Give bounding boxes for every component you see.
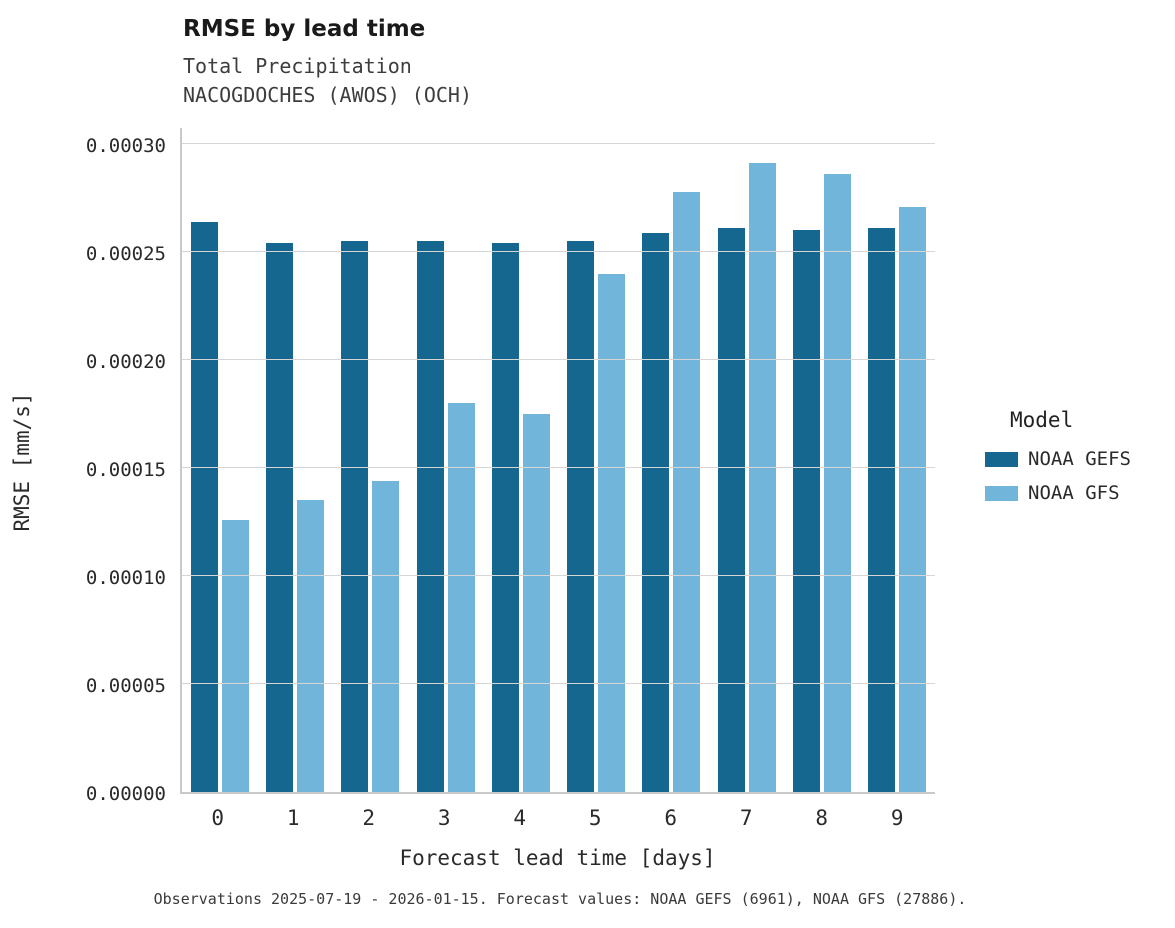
legend-title: Model <box>1010 408 1074 432</box>
legend: Model NOAA GEFS NOAA GFS <box>985 408 1170 516</box>
bar-noaa-gefs-lead-3 <box>416 241 444 792</box>
chart-title: RMSE by lead time <box>183 16 426 42</box>
gridline <box>182 359 935 360</box>
bar-noaa-gefs-lead-1 <box>265 243 293 792</box>
chart-subtitle-variable: Total Precipitation <box>183 54 412 78</box>
bar-group-lead-9 <box>860 128 935 792</box>
bar-noaa-gefs-lead-4 <box>491 243 519 792</box>
legend-item-noaa-gfs: NOAA GFS <box>985 482 1170 504</box>
bar-noaa-gefs-lead-5 <box>567 241 595 792</box>
bar-noaa-gfs-lead-8 <box>824 174 852 792</box>
bar-group-lead-3 <box>408 128 483 792</box>
chart-header: RMSE by lead time Total Precipitation NA… <box>183 16 472 110</box>
gridline <box>182 467 935 468</box>
bar-noaa-gfs-lead-2 <box>372 480 400 792</box>
bar-group-lead-2 <box>333 128 408 792</box>
chart-subtitle-station: NACOGDOCHES (AWOS) (OCH) <box>183 83 472 107</box>
bar-noaa-gefs-lead-7 <box>717 228 745 792</box>
x-axis-tick-labels: 0 1 2 3 4 5 6 7 8 9 <box>180 806 935 830</box>
x-tick-label: 9 <box>890 806 904 830</box>
x-tick-label: 6 <box>664 806 678 830</box>
bar-group-lead-8 <box>784 128 859 792</box>
bar-noaa-gefs-lead-2 <box>341 241 369 792</box>
legend-swatch <box>985 485 1018 501</box>
x-tick-label: 1 <box>286 806 300 830</box>
bar-noaa-gfs-lead-0 <box>221 519 249 792</box>
bar-noaa-gefs-lead-0 <box>190 221 218 792</box>
bar-noaa-gfs-lead-1 <box>296 500 324 792</box>
bar-noaa-gefs-lead-6 <box>642 232 670 792</box>
bar-noaa-gfs-lead-4 <box>522 414 550 792</box>
bar-group-lead-7 <box>709 128 784 792</box>
x-tick-label: 4 <box>513 806 527 830</box>
bar-group-lead-4 <box>483 128 558 792</box>
x-tick-label: 5 <box>588 806 602 830</box>
x-tick-label: 2 <box>362 806 376 830</box>
y-tick-label: 0.00000 <box>85 783 166 805</box>
bar-noaa-gfs-lead-5 <box>598 273 626 792</box>
y-tick-label: 0.00005 <box>85 675 166 697</box>
y-axis-tick-labels: 0.00000 0.00005 0.00010 0.00015 0.00020 0.000… <box>0 128 166 805</box>
bar-noaa-gfs-lead-3 <box>447 403 475 792</box>
legend-swatch <box>985 451 1018 467</box>
plot-area <box>180 128 935 794</box>
bar-noaa-gefs-lead-9 <box>868 228 896 792</box>
x-tick-label: 0 <box>211 806 225 830</box>
bar-groups <box>182 128 935 792</box>
legend-item-noaa-gefs: NOAA GEFS <box>985 448 1170 470</box>
y-tick-label: 0.00025 <box>85 243 166 265</box>
bar-group-lead-0 <box>182 128 257 792</box>
x-axis-label: Forecast lead time [days] <box>399 846 716 870</box>
bar-noaa-gfs-lead-7 <box>748 163 776 792</box>
bar-noaa-gfs-lead-6 <box>673 191 701 792</box>
x-tick-label: 3 <box>437 806 451 830</box>
legend-label: NOAA GEFS <box>1028 448 1131 470</box>
footnote-caption: Observations 2025-07-19 - 2026-01-15. Fo… <box>153 890 967 908</box>
y-tick-label: 0.00010 <box>85 567 166 589</box>
y-tick-label: 0.00020 <box>85 351 166 373</box>
bar-group-lead-6 <box>634 128 709 792</box>
gridline <box>182 683 935 684</box>
y-tick-label: 0.00030 <box>85 135 166 157</box>
y-tick-label: 0.00015 <box>85 459 166 481</box>
gridline <box>182 575 935 576</box>
gridline <box>182 143 935 144</box>
bar-group-lead-1 <box>257 128 332 792</box>
bar-noaa-gefs-lead-8 <box>793 230 821 792</box>
bar-group-lead-5 <box>558 128 633 792</box>
legend-items: NOAA GEFS NOAA GFS <box>985 448 1170 504</box>
gridline <box>182 251 935 252</box>
legend-label: NOAA GFS <box>1028 482 1120 504</box>
x-tick-label: 7 <box>739 806 753 830</box>
bar-noaa-gfs-lead-9 <box>899 206 927 792</box>
x-tick-label: 8 <box>815 806 829 830</box>
